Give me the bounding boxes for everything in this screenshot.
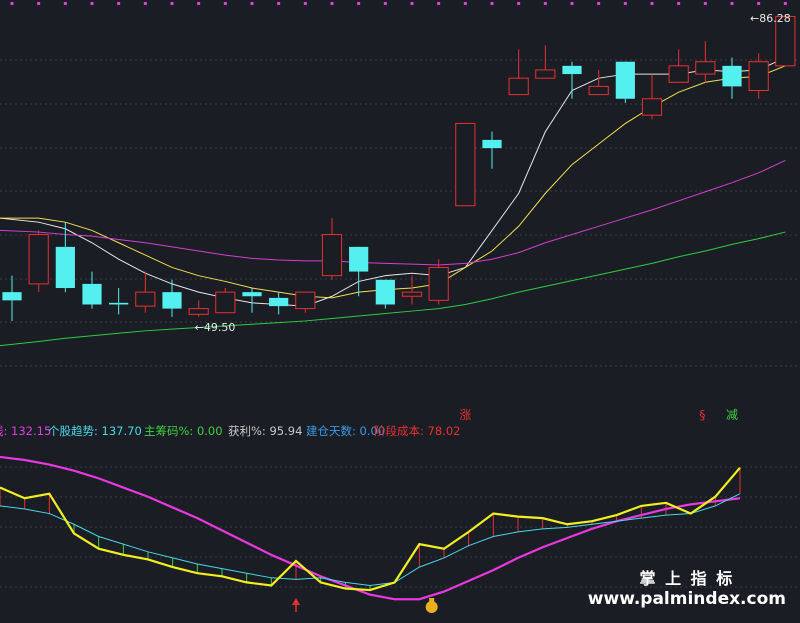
top-dot bbox=[303, 2, 307, 5]
candle-body bbox=[109, 302, 129, 305]
candles bbox=[2, 14, 796, 321]
ma-line bbox=[0, 231, 786, 347]
candle-body bbox=[668, 65, 689, 83]
ma-line bbox=[0, 57, 786, 307]
signal-marker: § bbox=[699, 408, 705, 422]
money-bag-icon bbox=[425, 601, 438, 613]
top-dot bbox=[677, 2, 681, 5]
indicator-markers bbox=[292, 598, 438, 613]
watermark: 掌 上 指 标 www.palmindex.com bbox=[588, 565, 786, 609]
candle-body bbox=[28, 234, 49, 285]
top-dot bbox=[357, 2, 361, 5]
top-dot bbox=[543, 2, 547, 5]
low-price-label: ←49.50 bbox=[195, 321, 236, 334]
signal-marker: 涨 bbox=[459, 407, 471, 422]
candle-body bbox=[722, 65, 742, 87]
money-bag-icon bbox=[429, 598, 435, 602]
candle-body bbox=[562, 65, 582, 75]
candle-body bbox=[482, 139, 502, 149]
buy-arrow-icon bbox=[292, 598, 300, 605]
legend-entry: 阶段成本: 78.02 bbox=[374, 424, 460, 438]
candle-body bbox=[55, 246, 75, 289]
signal-marker: 减 bbox=[726, 408, 738, 422]
top-dot bbox=[330, 2, 334, 5]
top-dot bbox=[10, 2, 14, 5]
top-dot bbox=[63, 2, 67, 5]
top-dot bbox=[410, 2, 414, 5]
candle-body bbox=[508, 77, 529, 96]
top-dot bbox=[170, 2, 174, 5]
top-dot bbox=[570, 2, 574, 5]
top-dot bbox=[730, 2, 734, 5]
price-grid bbox=[0, 2, 800, 367]
top-dot bbox=[197, 2, 201, 5]
top-dot bbox=[437, 2, 441, 5]
candle-body bbox=[242, 292, 262, 297]
top-dot bbox=[250, 2, 254, 5]
top-dot bbox=[597, 2, 601, 5]
candle-body bbox=[321, 234, 343, 277]
candle-body bbox=[349, 246, 369, 272]
indicator-grid bbox=[0, 466, 800, 588]
signal-row: 涨 § 减 bbox=[459, 407, 738, 422]
watermark-title: 掌 上 指 标 bbox=[639, 569, 735, 588]
ma-line bbox=[0, 160, 786, 266]
top-dot bbox=[650, 2, 654, 5]
candle-body bbox=[775, 15, 796, 67]
legend-entry: 主筹码%: 0.00 bbox=[144, 424, 223, 438]
top-dot bbox=[117, 2, 121, 5]
top-dot bbox=[623, 2, 627, 5]
candle-body bbox=[695, 61, 716, 75]
indicator-line bbox=[0, 466, 741, 592]
candle-body bbox=[401, 291, 423, 297]
legend-entry: 获利%: 95.94 bbox=[228, 424, 302, 438]
candle-body bbox=[2, 292, 22, 301]
top-dot bbox=[463, 2, 467, 5]
candle-body bbox=[615, 61, 635, 99]
candle-body bbox=[82, 283, 102, 305]
legend-entry: 个股趋势: 137.70 bbox=[48, 424, 142, 438]
legend-entry: 建仓天数: 0.00 bbox=[306, 424, 385, 438]
top-dot bbox=[490, 2, 494, 5]
candle-body bbox=[588, 85, 609, 96]
candle-body bbox=[455, 122, 476, 207]
top-dot bbox=[383, 2, 387, 5]
top-dot bbox=[277, 2, 281, 5]
candle-body bbox=[428, 266, 449, 301]
candle-body bbox=[535, 69, 556, 79]
top-dot bbox=[37, 2, 41, 5]
candle-body bbox=[295, 291, 316, 310]
watermark-url: www.palmindex.com bbox=[587, 589, 786, 609]
legend-entry: 线: 132.15 bbox=[0, 424, 51, 438]
price-labels: ←86.28 ←49.50 bbox=[195, 12, 791, 334]
candlestick-chart: ←86.28 ←49.50 bbox=[0, 2, 800, 367]
indicator-chart bbox=[0, 455, 800, 613]
candle-body bbox=[641, 98, 663, 116]
candle-body bbox=[188, 308, 209, 315]
top-dot bbox=[783, 2, 787, 5]
top-dot bbox=[757, 2, 761, 5]
candle-body bbox=[748, 61, 769, 92]
candle-body bbox=[215, 291, 236, 314]
indicator-line bbox=[0, 493, 741, 586]
high-price-label: ←86.28 bbox=[750, 12, 791, 25]
candle-body bbox=[269, 297, 289, 307]
candle-body bbox=[375, 279, 395, 305]
top-dot bbox=[703, 2, 707, 5]
top-dot bbox=[517, 2, 521, 5]
moving-averages bbox=[0, 57, 786, 347]
candle-body bbox=[135, 291, 156, 307]
top-dot bbox=[143, 2, 147, 5]
indicator-lines bbox=[0, 455, 741, 601]
top-dot bbox=[223, 2, 227, 5]
candle-body bbox=[162, 292, 182, 309]
top-dot bbox=[90, 2, 94, 5]
